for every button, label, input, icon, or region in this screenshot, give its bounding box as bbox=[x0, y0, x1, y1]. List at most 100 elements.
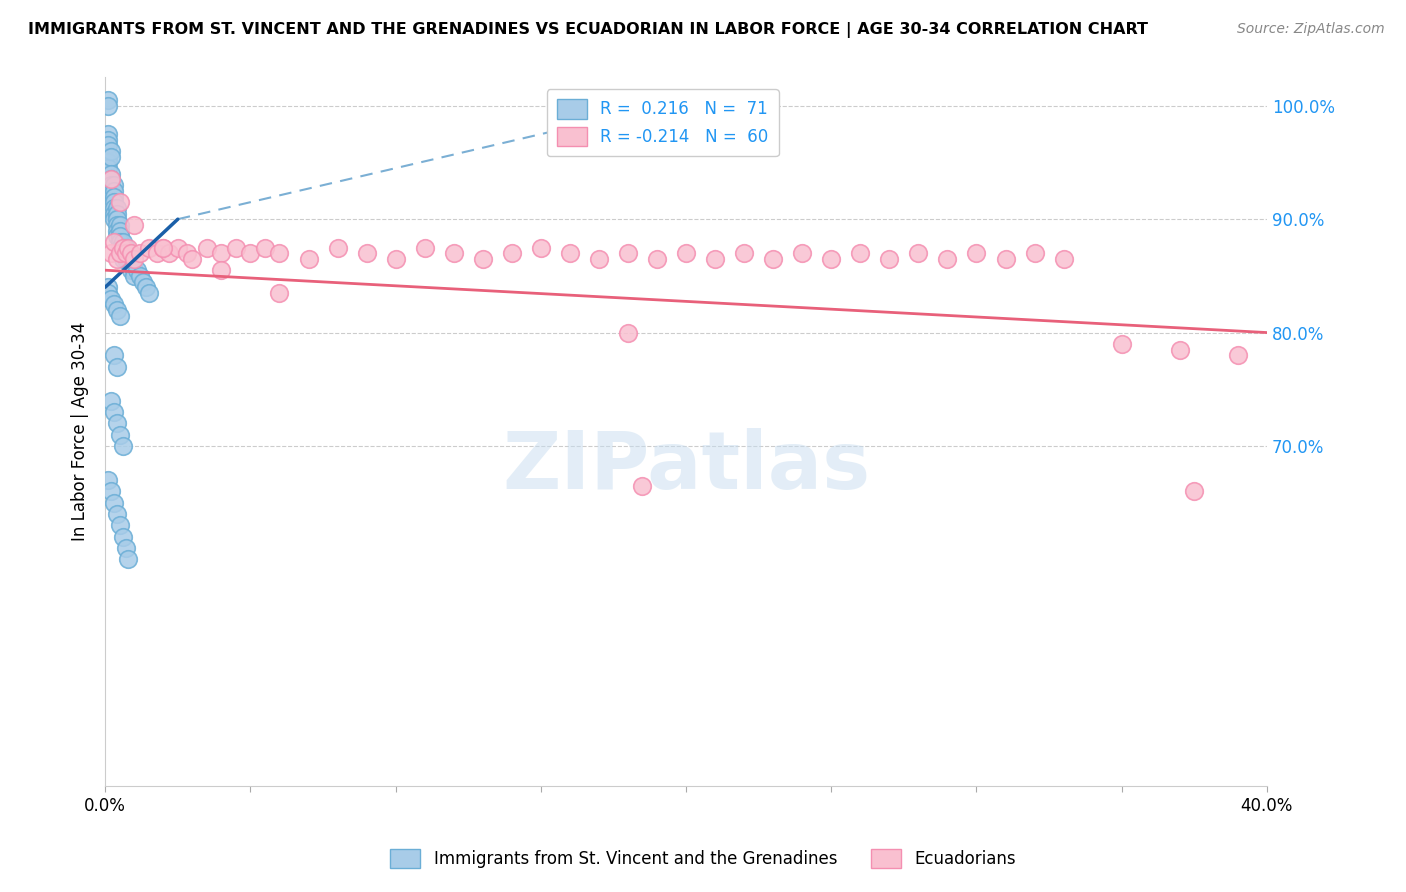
Point bbox=[530, 240, 553, 254]
Point bbox=[588, 252, 610, 266]
Point bbox=[108, 518, 131, 533]
Point bbox=[195, 240, 218, 254]
Point bbox=[176, 246, 198, 260]
Point bbox=[105, 212, 128, 227]
Text: ZIPatlas: ZIPatlas bbox=[502, 428, 870, 507]
Point bbox=[209, 263, 232, 277]
Point bbox=[108, 246, 131, 260]
Point bbox=[100, 172, 122, 186]
Point bbox=[108, 240, 131, 254]
Point bbox=[100, 393, 122, 408]
Point bbox=[138, 285, 160, 300]
Point bbox=[297, 252, 319, 266]
Point bbox=[100, 178, 122, 193]
Point bbox=[253, 240, 276, 254]
Point bbox=[166, 240, 188, 254]
Point bbox=[129, 246, 152, 260]
Point bbox=[103, 235, 125, 249]
Point bbox=[97, 150, 120, 164]
Point bbox=[108, 427, 131, 442]
Point bbox=[111, 240, 134, 254]
Point bbox=[820, 252, 842, 266]
Point bbox=[157, 246, 180, 260]
Point bbox=[97, 473, 120, 487]
Point bbox=[108, 229, 131, 244]
Point bbox=[120, 258, 142, 272]
Point bbox=[994, 252, 1017, 266]
Point bbox=[103, 195, 125, 210]
Point bbox=[97, 93, 120, 107]
Point bbox=[617, 246, 640, 260]
Point bbox=[907, 246, 929, 260]
Point bbox=[936, 252, 959, 266]
Point bbox=[146, 246, 169, 260]
Point bbox=[762, 252, 785, 266]
Point bbox=[326, 240, 349, 254]
Point bbox=[122, 252, 145, 266]
Legend: Immigrants from St. Vincent and the Grenadines, Ecuadorians: Immigrants from St. Vincent and the Gren… bbox=[384, 842, 1022, 875]
Point bbox=[105, 223, 128, 237]
Point bbox=[129, 268, 152, 283]
Point bbox=[100, 246, 122, 260]
Point bbox=[105, 507, 128, 521]
Point bbox=[356, 246, 378, 260]
Point bbox=[105, 302, 128, 317]
Point bbox=[100, 184, 122, 198]
Point bbox=[105, 417, 128, 431]
Point bbox=[114, 252, 136, 266]
Point bbox=[269, 285, 291, 300]
Point bbox=[879, 252, 901, 266]
Point bbox=[1182, 484, 1205, 499]
Point bbox=[103, 297, 125, 311]
Point bbox=[501, 246, 523, 260]
Point bbox=[114, 246, 136, 260]
Point bbox=[97, 155, 120, 169]
Point bbox=[631, 478, 654, 492]
Point bbox=[105, 252, 128, 266]
Point bbox=[138, 240, 160, 254]
Point bbox=[111, 530, 134, 544]
Point bbox=[384, 252, 406, 266]
Point bbox=[103, 496, 125, 510]
Text: Source: ZipAtlas.com: Source: ZipAtlas.com bbox=[1237, 22, 1385, 37]
Point bbox=[103, 201, 125, 215]
Point bbox=[117, 246, 139, 260]
Point bbox=[120, 263, 142, 277]
Point bbox=[209, 246, 232, 260]
Point bbox=[97, 138, 120, 153]
Point bbox=[617, 326, 640, 340]
Point bbox=[117, 252, 139, 266]
Point bbox=[132, 275, 155, 289]
Point bbox=[103, 189, 125, 203]
Point bbox=[675, 246, 697, 260]
Point bbox=[849, 246, 872, 260]
Point bbox=[100, 484, 122, 499]
Point bbox=[111, 246, 134, 260]
Point bbox=[105, 218, 128, 232]
Point bbox=[135, 280, 157, 294]
Point bbox=[117, 240, 139, 254]
Point bbox=[1226, 348, 1249, 362]
Point bbox=[225, 240, 247, 254]
Point bbox=[97, 280, 120, 294]
Point bbox=[558, 246, 581, 260]
Point bbox=[443, 246, 465, 260]
Y-axis label: In Labor Force | Age 30-34: In Labor Force | Age 30-34 bbox=[72, 322, 89, 541]
Point bbox=[181, 252, 204, 266]
Point bbox=[97, 127, 120, 141]
Point bbox=[413, 240, 436, 254]
Point bbox=[105, 201, 128, 215]
Point bbox=[97, 99, 120, 113]
Point bbox=[100, 292, 122, 306]
Point bbox=[100, 144, 122, 158]
Point bbox=[471, 252, 494, 266]
Point bbox=[1024, 246, 1046, 260]
Point bbox=[127, 263, 149, 277]
Point bbox=[105, 229, 128, 244]
Point bbox=[645, 252, 668, 266]
Point bbox=[111, 240, 134, 254]
Point bbox=[103, 178, 125, 193]
Point bbox=[269, 246, 291, 260]
Point bbox=[103, 206, 125, 220]
Point bbox=[105, 359, 128, 374]
